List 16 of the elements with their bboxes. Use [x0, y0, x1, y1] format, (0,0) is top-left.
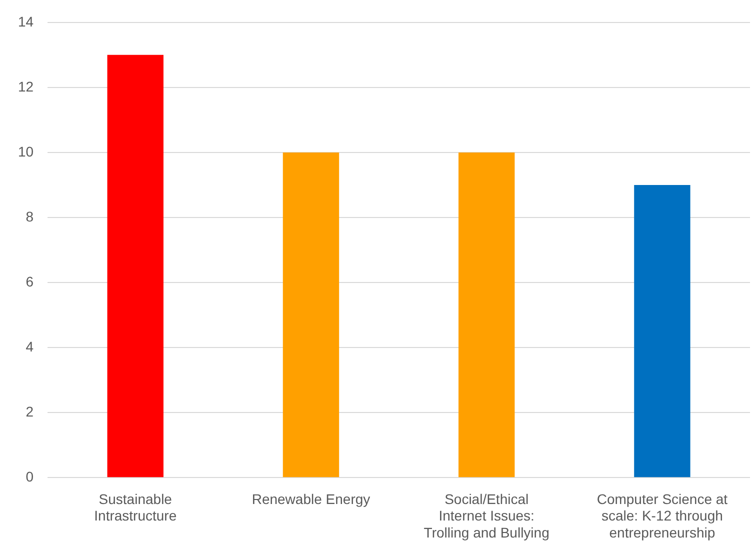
y-tick-label: 4 [26, 338, 34, 354]
y-tick-label: 0 [26, 468, 34, 484]
y-tick-label: 14 [18, 13, 34, 30]
y-tick-label: 2 [26, 403, 34, 420]
y-tick-label: 6 [26, 273, 34, 290]
y-tick-label: 12 [18, 78, 34, 94]
y-tick-label: 8 [26, 208, 34, 224]
bar [107, 54, 164, 478]
y-tick-label: 10 [18, 143, 34, 160]
bar [634, 184, 690, 478]
bar [458, 152, 515, 478]
x-tick-label: Sustainable Intrastructure [94, 490, 177, 524]
x-tick-label: Computer Science at scale: K-12 through entrepreneurship [596, 490, 728, 540]
x-tick-label: Social/Ethical Internet Issues: Trolling and Bullying [424, 490, 550, 540]
bar [282, 152, 340, 478]
x-tick-label: Renewable Energy [252, 490, 370, 507]
